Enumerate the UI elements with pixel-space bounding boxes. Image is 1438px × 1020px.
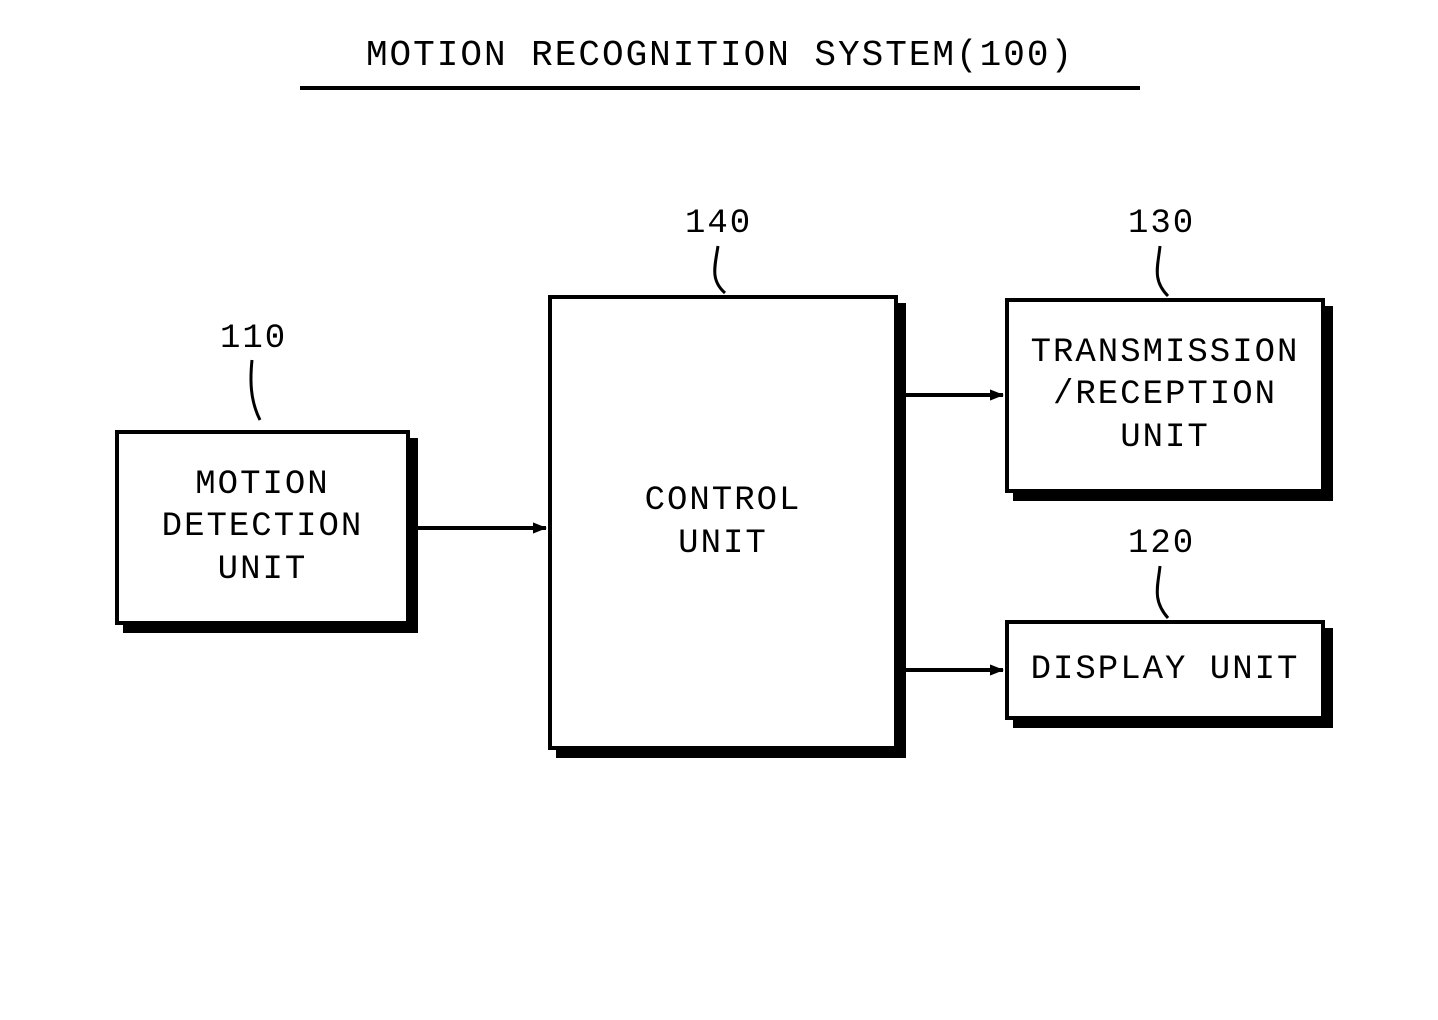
ref-leader — [251, 360, 260, 420]
block-display: DISPLAY UNIT — [1005, 620, 1325, 720]
block-shadow — [123, 625, 418, 633]
block-shadow — [556, 750, 906, 758]
diagram-canvas: MOTION RECOGNITION SYSTEM(100) MOTION DE… — [0, 0, 1438, 1020]
ref-label-transmission: 130 — [1128, 205, 1195, 243]
block-shadow — [898, 303, 906, 758]
block-shadow — [1013, 720, 1333, 728]
ref-leader — [1157, 566, 1168, 618]
block-label: TRANSMISSION /RECEPTION UNIT — [1031, 332, 1300, 460]
block-motion-detection: MOTION DETECTION UNIT — [115, 430, 410, 625]
ref-label-motion-detection: 110 — [220, 320, 287, 358]
block-shadow — [1325, 628, 1333, 728]
ref-leader — [1157, 246, 1168, 296]
block-transmission: TRANSMISSION /RECEPTION UNIT — [1005, 298, 1325, 493]
diagram-title: MOTION RECOGNITION SYSTEM(100) — [310, 35, 1130, 76]
ref-label-display: 120 — [1128, 525, 1195, 563]
ref-leader — [715, 246, 725, 293]
block-label: DISPLAY UNIT — [1031, 649, 1300, 692]
block-label: MOTION DETECTION UNIT — [162, 464, 364, 592]
block-shadow — [1013, 493, 1333, 501]
title-underline — [300, 86, 1140, 90]
block-shadow — [410, 438, 418, 633]
ref-label-control: 140 — [685, 205, 752, 243]
block-control: CONTROL UNIT — [548, 295, 898, 750]
block-label: CONTROL UNIT — [645, 480, 802, 565]
block-shadow — [1325, 306, 1333, 501]
